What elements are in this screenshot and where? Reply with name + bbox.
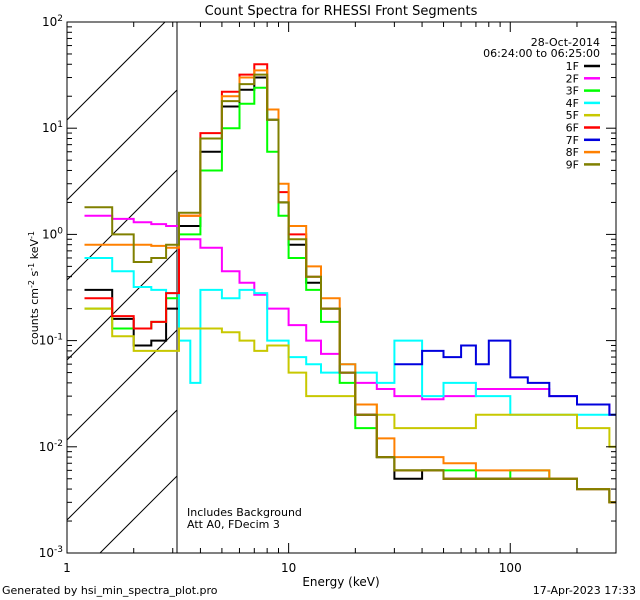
chart-title: Count Spectra for RHESSI Front Segments <box>205 4 478 19</box>
y-tick-label: 10-2 <box>39 439 63 454</box>
y-tick-label: 101 <box>42 120 63 135</box>
series-line-9f <box>84 73 616 504</box>
series-layer <box>84 63 616 504</box>
y-tick-label: 10-1 <box>39 333 63 348</box>
legend-label-8f: 8F <box>566 146 579 159</box>
axis-ticks: 1 10 100 10-3 10-2 10-1 100 101 102 <box>39 14 617 575</box>
legend-label-1f: 1F <box>566 60 579 73</box>
footer-timestamp: 17-Apr-2023 17:33 <box>533 584 636 597</box>
hatch-line <box>67 22 166 121</box>
footer-generator: Generated by hsi_min_spectra_plot.pro <box>2 584 218 597</box>
y-tick-label: 102 <box>42 14 63 29</box>
plot-frame <box>66 21 617 554</box>
legend-time-range: 06:24:00 to 06:25:00 <box>483 47 600 60</box>
legend-label-5f: 5F <box>566 109 579 122</box>
y-tick-label: 100 <box>42 226 63 241</box>
x-axis-label: Energy (keV) <box>302 575 379 589</box>
legend-label-9f: 9F <box>566 158 579 171</box>
legend: 28-Oct-2014 06:24:00 to 06:25:00 1F2F3F4… <box>483 36 600 171</box>
annotation-attenuator: Att A0, FDecim 3 <box>187 518 280 531</box>
legend-label-6f: 6F <box>566 122 579 135</box>
hatch-background <box>67 22 177 553</box>
series-line-7f <box>394 339 616 416</box>
legend-label-3f: 3F <box>566 85 579 98</box>
series-line-5f <box>84 307 616 448</box>
hatch-line <box>99 475 178 553</box>
annotations: Includes Background Att A0, FDecim 3 <box>187 506 302 531</box>
legend-date: 28-Oct-2014 <box>531 36 600 49</box>
x-tick-label: 10 <box>281 561 296 575</box>
legend-label-4f: 4F <box>566 97 579 110</box>
excluded-hatch-region <box>67 22 178 553</box>
y-tick-label: 10-3 <box>39 545 63 560</box>
x-tick-label: 1 <box>63 561 71 575</box>
y-axis-label: counts cm-2 s-1 keV-1 <box>27 231 41 345</box>
hatch-line <box>67 329 178 441</box>
hatch-line <box>67 409 178 521</box>
hatch-line <box>67 89 178 201</box>
legend-label-7f: 7F <box>566 134 579 147</box>
annotation-background: Includes Background <box>187 506 302 519</box>
hatch-line <box>67 169 178 281</box>
x-tick-label: 100 <box>499 561 522 575</box>
hatch-line <box>67 249 178 361</box>
legend-label-2f: 2F <box>566 72 579 85</box>
